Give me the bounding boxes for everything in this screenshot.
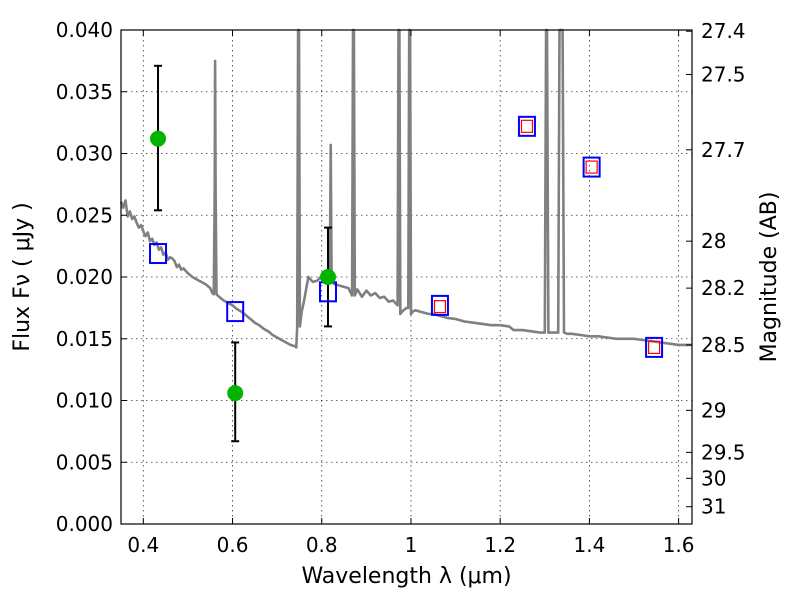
y2-tick-label: 30 (701, 466, 726, 490)
y-tick-label: 0.040 (56, 18, 113, 42)
model-spectrum-layer (119, 28, 692, 349)
axis-ticks (121, 29, 692, 525)
y2-tick-label: 28 (701, 229, 726, 253)
x-tick-label: 1 (405, 533, 418, 557)
observed-flux-point (319, 269, 336, 285)
x-tick-label: 0.8 (306, 533, 338, 557)
observed-photometry-point (585, 160, 598, 174)
observed-flux-point (227, 385, 244, 402)
x-axis-label: Wavelength λ (μm) (301, 564, 511, 589)
model-photometry-point (226, 301, 245, 323)
y2-axis-label: Magnitude (AB) (757, 192, 782, 363)
observed-photometry-point (433, 300, 447, 314)
observed-photometry-point (647, 340, 661, 354)
x-tick-label: 0.4 (127, 533, 159, 557)
y-tick-label: 0.020 (56, 265, 113, 289)
model-photometry-point (149, 243, 168, 265)
x-tick-label: 1.2 (484, 533, 516, 557)
observed-photometry-point (520, 119, 534, 133)
observed-flux-point (150, 130, 167, 147)
y2-tick-label: 29.5 (701, 440, 746, 464)
model-photometry-point (517, 115, 536, 137)
marker-layer (149, 115, 664, 402)
y-tick-label: 0.010 (56, 389, 113, 413)
y-tick-label: 0.030 (56, 142, 113, 166)
y-tick-label: 0.035 (56, 80, 113, 104)
x-tick-label: 1.6 (663, 533, 695, 557)
model-photometry-point (645, 336, 664, 358)
y2-tick-label: 27.4 (701, 19, 746, 43)
y-tick-label: 0.000 (56, 512, 113, 536)
y-tick-label: 0.025 (56, 203, 113, 227)
y-tick-label: 0.015 (56, 327, 113, 351)
model-photometry-point (430, 294, 449, 316)
y2-tick-label: 28.5 (701, 333, 746, 357)
y2-tick-label: 31 (701, 495, 726, 519)
model-photometry-point (582, 156, 601, 178)
y-tick-label: 0.005 (56, 450, 113, 474)
x-tick-label: 0.6 (217, 533, 249, 557)
y2-tick-label: 27.7 (701, 138, 746, 162)
grid-lines (121, 30, 692, 524)
model-spectrum-line (119, 28, 692, 349)
y2-tick-label: 28.2 (701, 276, 746, 300)
tick-labels: 0.4 0.6 0.8 1 1.2 1.4 1.6 0.000 0.005 0.010 0.015 0… (56, 18, 746, 557)
errorbar-layer (154, 64, 332, 443)
y-axis-label: Flux Fν ( μJy ) (10, 202, 35, 351)
y2-tick-label: 29 (701, 398, 726, 422)
y2-tick-label: 27.5 (701, 62, 746, 86)
x-tick-label: 1.4 (573, 533, 605, 557)
